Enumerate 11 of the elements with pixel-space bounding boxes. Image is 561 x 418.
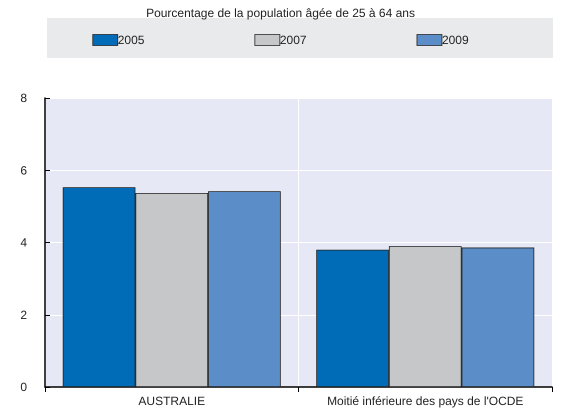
legend-label: 2007 xyxy=(280,33,307,47)
legend-label: 2005 xyxy=(118,33,145,47)
y-tick-label: 0 xyxy=(20,380,28,394)
y-tick-label: 2 xyxy=(20,308,28,322)
y-tick-label: 4 xyxy=(20,236,28,250)
x-tick-label: AUSTRALIE xyxy=(138,394,206,408)
chart-subtitle: Pourcentage de la population âgée de 25 à 64 ans xyxy=(146,6,415,20)
y-tick-label: 6 xyxy=(20,163,28,178)
legend-label: 2009 xyxy=(442,33,469,47)
x-tick-label: Moitié inférieure des pays de l'OCDE xyxy=(327,394,524,408)
y-tick-label: 8 xyxy=(20,91,28,105)
